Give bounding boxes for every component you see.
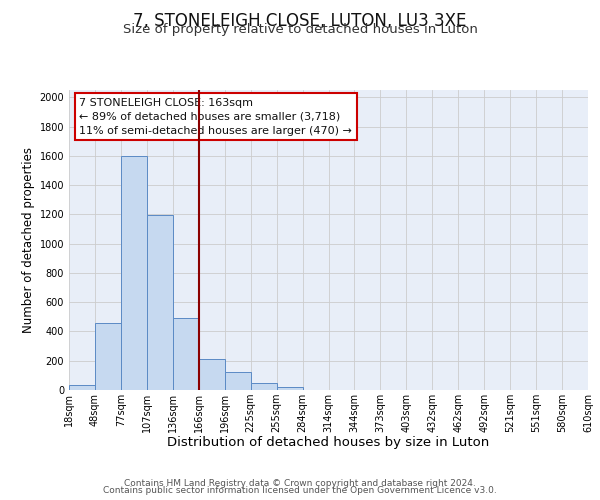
Bar	[147, 215, 173, 390]
Text: 7, STONELEIGH CLOSE, LUTON, LU3 3XE: 7, STONELEIGH CLOSE, LUTON, LU3 3XE	[133, 12, 467, 30]
Bar	[199, 358, 224, 390]
Bar	[69, 385, 95, 390]
Text: Contains public sector information licensed under the Open Government Licence v3: Contains public sector information licen…	[103, 486, 497, 495]
Bar	[225, 372, 251, 390]
Y-axis label: Number of detached properties: Number of detached properties	[22, 147, 35, 333]
Bar	[173, 318, 199, 390]
Bar	[121, 156, 147, 390]
Text: Size of property relative to detached houses in Luton: Size of property relative to detached ho…	[122, 22, 478, 36]
Bar	[95, 324, 121, 390]
Bar	[251, 384, 277, 390]
Bar	[277, 387, 302, 390]
Text: Contains HM Land Registry data © Crown copyright and database right 2024.: Contains HM Land Registry data © Crown c…	[124, 478, 476, 488]
Text: 7 STONELEIGH CLOSE: 163sqm
← 89% of detached houses are smaller (3,718)
11% of s: 7 STONELEIGH CLOSE: 163sqm ← 89% of deta…	[79, 98, 352, 136]
X-axis label: Distribution of detached houses by size in Luton: Distribution of detached houses by size …	[167, 436, 490, 450]
